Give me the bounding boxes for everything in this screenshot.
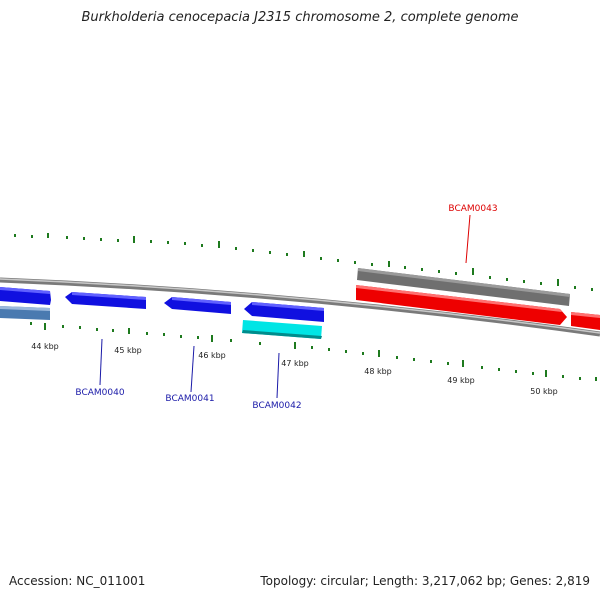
scale-label: 46 kbp	[198, 351, 226, 360]
gene-label-bcam0040[interactable]: BCAM0040	[75, 388, 124, 398]
scale-label: 47 kbp	[281, 359, 309, 368]
gene-cyan-arrow[interactable]	[242, 320, 322, 339]
inner-ticks	[30, 322, 597, 381]
gene-red-arrow-bcam0043[interactable]	[356, 285, 600, 330]
leader-line-bcam0043	[465, 214, 471, 264]
gene-label-bcam0043[interactable]: BCAM0043	[448, 204, 497, 214]
scale-label: 50 kbp	[530, 387, 558, 396]
scale-label: 49 kbp	[447, 376, 475, 385]
gene-blue-arrow-bcam0040[interactable]	[65, 292, 146, 309]
backbone-track	[0, 277, 600, 337]
gene-label-bcam0042[interactable]: BCAM0042	[252, 401, 301, 411]
gene-blue-arrow-bcam0041[interactable]	[164, 297, 231, 314]
scale-label: 48 kbp	[364, 367, 392, 376]
gene-steel-arrow[interactable]	[0, 306, 50, 320]
scale-label: 45 kbp	[114, 346, 142, 355]
scale-label: 44 kbp	[31, 342, 59, 351]
genome-summary: Topology: circular; Length: 3,217,062 bp…	[260, 574, 590, 588]
leader-line-bcam0040	[99, 338, 103, 386]
leader-line-bcam0041	[190, 345, 195, 393]
gene-gray-arrow[interactable]	[357, 268, 570, 306]
outer-ticks	[14, 233, 593, 291]
gene-blue-arrow-bcam0042[interactable]	[244, 302, 324, 322]
leader-line-bcam0042	[276, 352, 280, 399]
accession-label: Accession: NC_011001	[9, 574, 146, 588]
gene-label-bcam0041[interactable]: BCAM0041	[165, 394, 214, 404]
map-title: Burkholderia cenocepacia J2315 chromosom…	[81, 10, 519, 25]
gene-blue-arrow-1[interactable]	[0, 287, 51, 305]
